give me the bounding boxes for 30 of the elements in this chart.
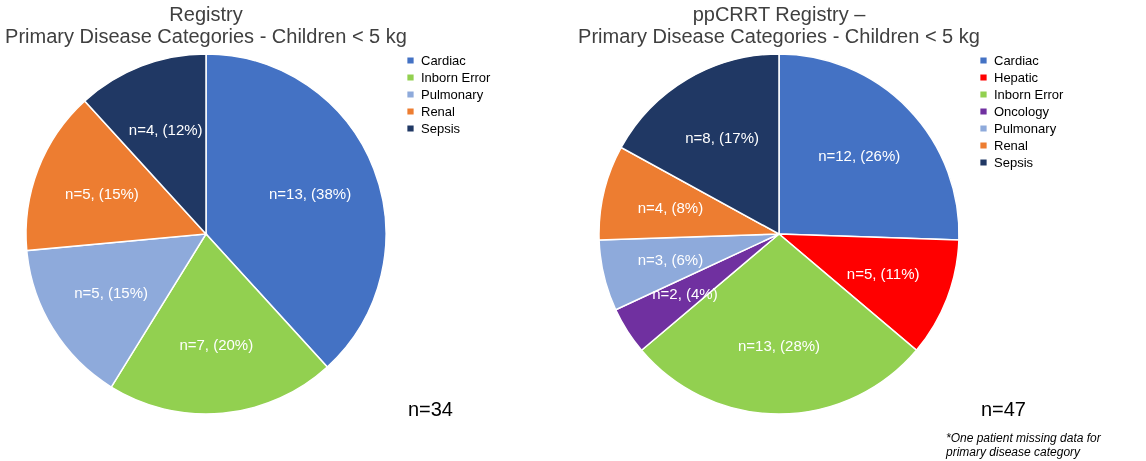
data-label: n=5, (11%): [846, 265, 920, 283]
legend-label: Sepsis: [421, 120, 461, 136]
data-label: n=5, (15%): [65, 184, 139, 202]
legend-label: Inborn Error: [421, 69, 492, 85]
data-label: n=5, (15%): [74, 283, 149, 301]
legend-label: Oncology: [994, 103, 1050, 119]
data-label: n=3, (6%): [637, 250, 704, 268]
data-label: n=13, (38%): [268, 184, 352, 202]
data-label: n=4, (12%): [128, 120, 203, 138]
legend-label: Pulmonary: [421, 86, 484, 102]
legend-label: Cardiac: [421, 52, 467, 68]
data-label: n=12, (26%): [818, 147, 901, 165]
data-label: n=7, (20%): [179, 336, 254, 354]
text: n=47: [980, 398, 1026, 421]
text: Primary Disease Categories - Children < 5 kg: [5, 25, 407, 47]
data-label: n=8, (17%): [685, 128, 760, 146]
legend-label: Sepsis: [994, 154, 1034, 170]
text: n=34: [407, 398, 453, 421]
legend-label: Pulmonary: [994, 120, 1057, 136]
legend-label: Renal: [421, 103, 456, 119]
data-label: n=13, (28%): [737, 336, 821, 354]
legend-label: Hepatic: [994, 69, 1039, 85]
legend-label: Cardiac: [994, 52, 1040, 68]
data-label: n=4, (8%): [637, 199, 704, 217]
legend-label: Inborn Error: [994, 86, 1065, 102]
text: ppCRRT Registry –: [692, 3, 866, 25]
text: Primary Disease Categories - Children < 5 kg: [578, 25, 980, 47]
text: Registry: [169, 3, 243, 25]
legend-label: Renal: [994, 137, 1029, 153]
text: *One patient missing data for primary disease category: [946, 431, 1102, 459]
